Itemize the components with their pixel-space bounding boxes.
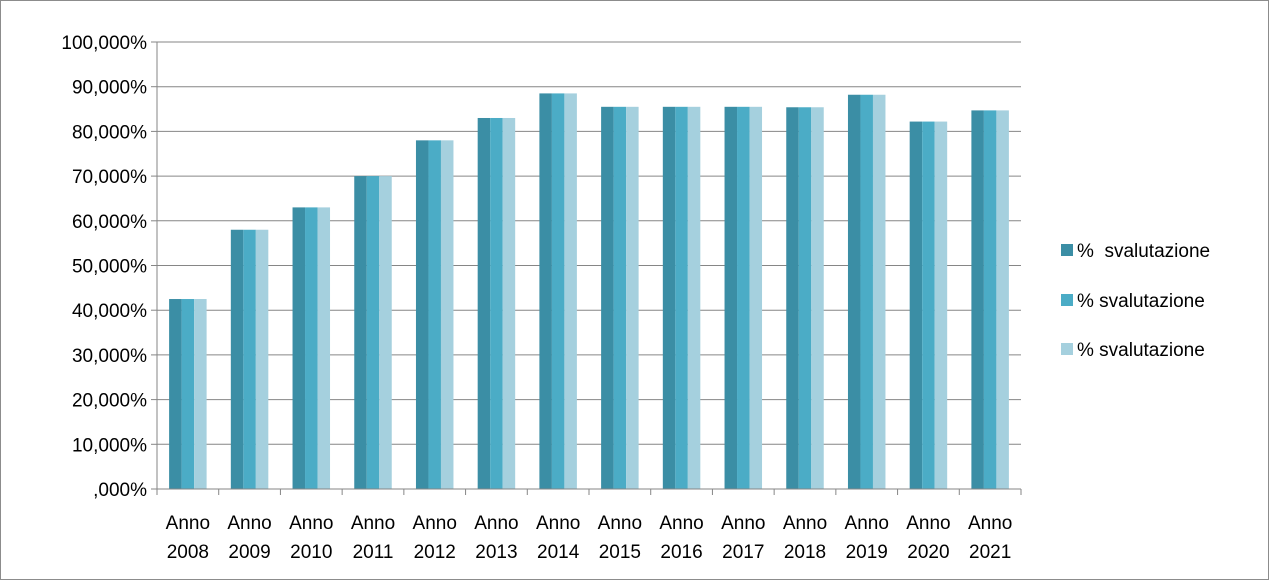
y-tick-label: 70,000% bbox=[72, 167, 147, 188]
y-tick-label: 90,000% bbox=[72, 78, 147, 99]
bar bbox=[675, 106, 688, 489]
y-tick-label: 100,000% bbox=[61, 33, 147, 54]
bar bbox=[909, 121, 923, 489]
bar bbox=[811, 107, 824, 490]
y-tick-label: 80,000% bbox=[72, 122, 147, 143]
bar bbox=[169, 299, 182, 489]
x-tick-label: 2016 bbox=[660, 542, 702, 563]
y-axis-tick-labels: ,000% 10,000% 20,000% 30,000% 40,000% 50,000%… bbox=[61, 33, 147, 501]
bar bbox=[798, 107, 812, 490]
bar bbox=[243, 229, 256, 490]
bar bbox=[996, 110, 1009, 490]
x-tick-label: 2014 bbox=[537, 542, 580, 563]
x-tick-label: Anno bbox=[783, 513, 827, 534]
bar bbox=[194, 299, 207, 489]
bar bbox=[428, 140, 441, 489]
bar bbox=[737, 106, 750, 489]
bar bbox=[860, 94, 873, 489]
legend-swatch bbox=[1061, 343, 1073, 355]
x-tick-label: Anno bbox=[474, 513, 518, 534]
bar bbox=[551, 93, 565, 489]
bar bbox=[440, 140, 454, 489]
bar bbox=[230, 229, 244, 490]
bar bbox=[490, 117, 503, 490]
bar bbox=[613, 106, 627, 489]
bars bbox=[169, 93, 1009, 490]
bar bbox=[983, 110, 997, 490]
bar bbox=[662, 106, 676, 489]
x-tick-label: 2017 bbox=[722, 542, 764, 563]
x-tick-label: Anno bbox=[351, 513, 395, 534]
bar bbox=[786, 107, 799, 490]
y-tick-label: 60,000% bbox=[72, 212, 147, 233]
bar bbox=[724, 106, 738, 489]
bar bbox=[564, 93, 577, 489]
x-tick-label: Anno bbox=[721, 513, 765, 534]
x-axis-tick-labels: Anno 2008 Anno 2009 Anno 2010 Anno 2011 Anno 2012… bbox=[166, 513, 1013, 563]
x-tick-label: Anno bbox=[968, 513, 1012, 534]
bar bbox=[354, 176, 367, 489]
x-tick-label: 2020 bbox=[907, 542, 949, 563]
x-tick-label: 2019 bbox=[846, 542, 888, 563]
bar bbox=[502, 117, 516, 490]
y-tick-label: 40,000% bbox=[72, 301, 147, 322]
x-tick-label: 2013 bbox=[475, 542, 517, 563]
x-tick-label: Anno bbox=[289, 513, 333, 534]
bar bbox=[379, 176, 392, 489]
bar bbox=[181, 299, 195, 489]
bar bbox=[539, 93, 552, 489]
bar bbox=[626, 106, 639, 489]
legend: % svalutazione % svalutazione % svalutazio… bbox=[1061, 241, 1210, 361]
x-tick-label: 2021 bbox=[969, 542, 1011, 563]
bar bbox=[601, 106, 614, 489]
bar bbox=[317, 207, 331, 489]
bar bbox=[934, 121, 948, 489]
x-tick-label: Anno bbox=[413, 513, 457, 534]
bar bbox=[255, 229, 269, 490]
bar bbox=[971, 110, 984, 490]
x-tick-label: Anno bbox=[598, 513, 642, 534]
y-tick-label: 20,000% bbox=[72, 391, 147, 412]
bar bbox=[305, 207, 318, 489]
legend-label: % svalutazione bbox=[1077, 241, 1210, 262]
legend-label: % svalutazione bbox=[1077, 291, 1205, 312]
legend-swatch bbox=[1061, 244, 1073, 256]
x-tick-label: 2010 bbox=[290, 542, 332, 563]
y-tick-label: 50,000% bbox=[72, 257, 147, 278]
bar bbox=[366, 176, 380, 489]
x-tick-label: Anno bbox=[166, 513, 210, 534]
x-tick-label: 2015 bbox=[599, 542, 641, 563]
bar bbox=[292, 207, 306, 489]
x-tick-label: Anno bbox=[906, 513, 950, 534]
legend-label: % svalutazione bbox=[1077, 340, 1205, 361]
bar bbox=[749, 106, 763, 489]
bar bbox=[415, 140, 429, 489]
x-tick-label: Anno bbox=[227, 513, 271, 534]
y-tick-label: ,000% bbox=[93, 480, 147, 501]
bar bbox=[872, 94, 886, 489]
x-tick-label: 2018 bbox=[784, 542, 826, 563]
x-tick-label: 2012 bbox=[414, 542, 456, 563]
bar bbox=[922, 121, 935, 489]
x-tick-label: 2009 bbox=[228, 542, 270, 563]
x-tick-label: Anno bbox=[536, 513, 580, 534]
legend-swatch bbox=[1061, 294, 1073, 306]
y-tick-label: 10,000% bbox=[72, 435, 147, 456]
gridlines bbox=[157, 41, 1021, 445]
x-tick-label: 2011 bbox=[353, 542, 394, 563]
x-tick-label: Anno bbox=[659, 513, 703, 534]
bar bbox=[847, 94, 861, 489]
y-tick-label: 30,000% bbox=[72, 346, 147, 367]
x-tick-label: Anno bbox=[845, 513, 889, 534]
bar bbox=[687, 106, 701, 489]
axes bbox=[151, 41, 1022, 495]
bar bbox=[477, 117, 491, 490]
x-tick-label: 2008 bbox=[167, 542, 209, 563]
